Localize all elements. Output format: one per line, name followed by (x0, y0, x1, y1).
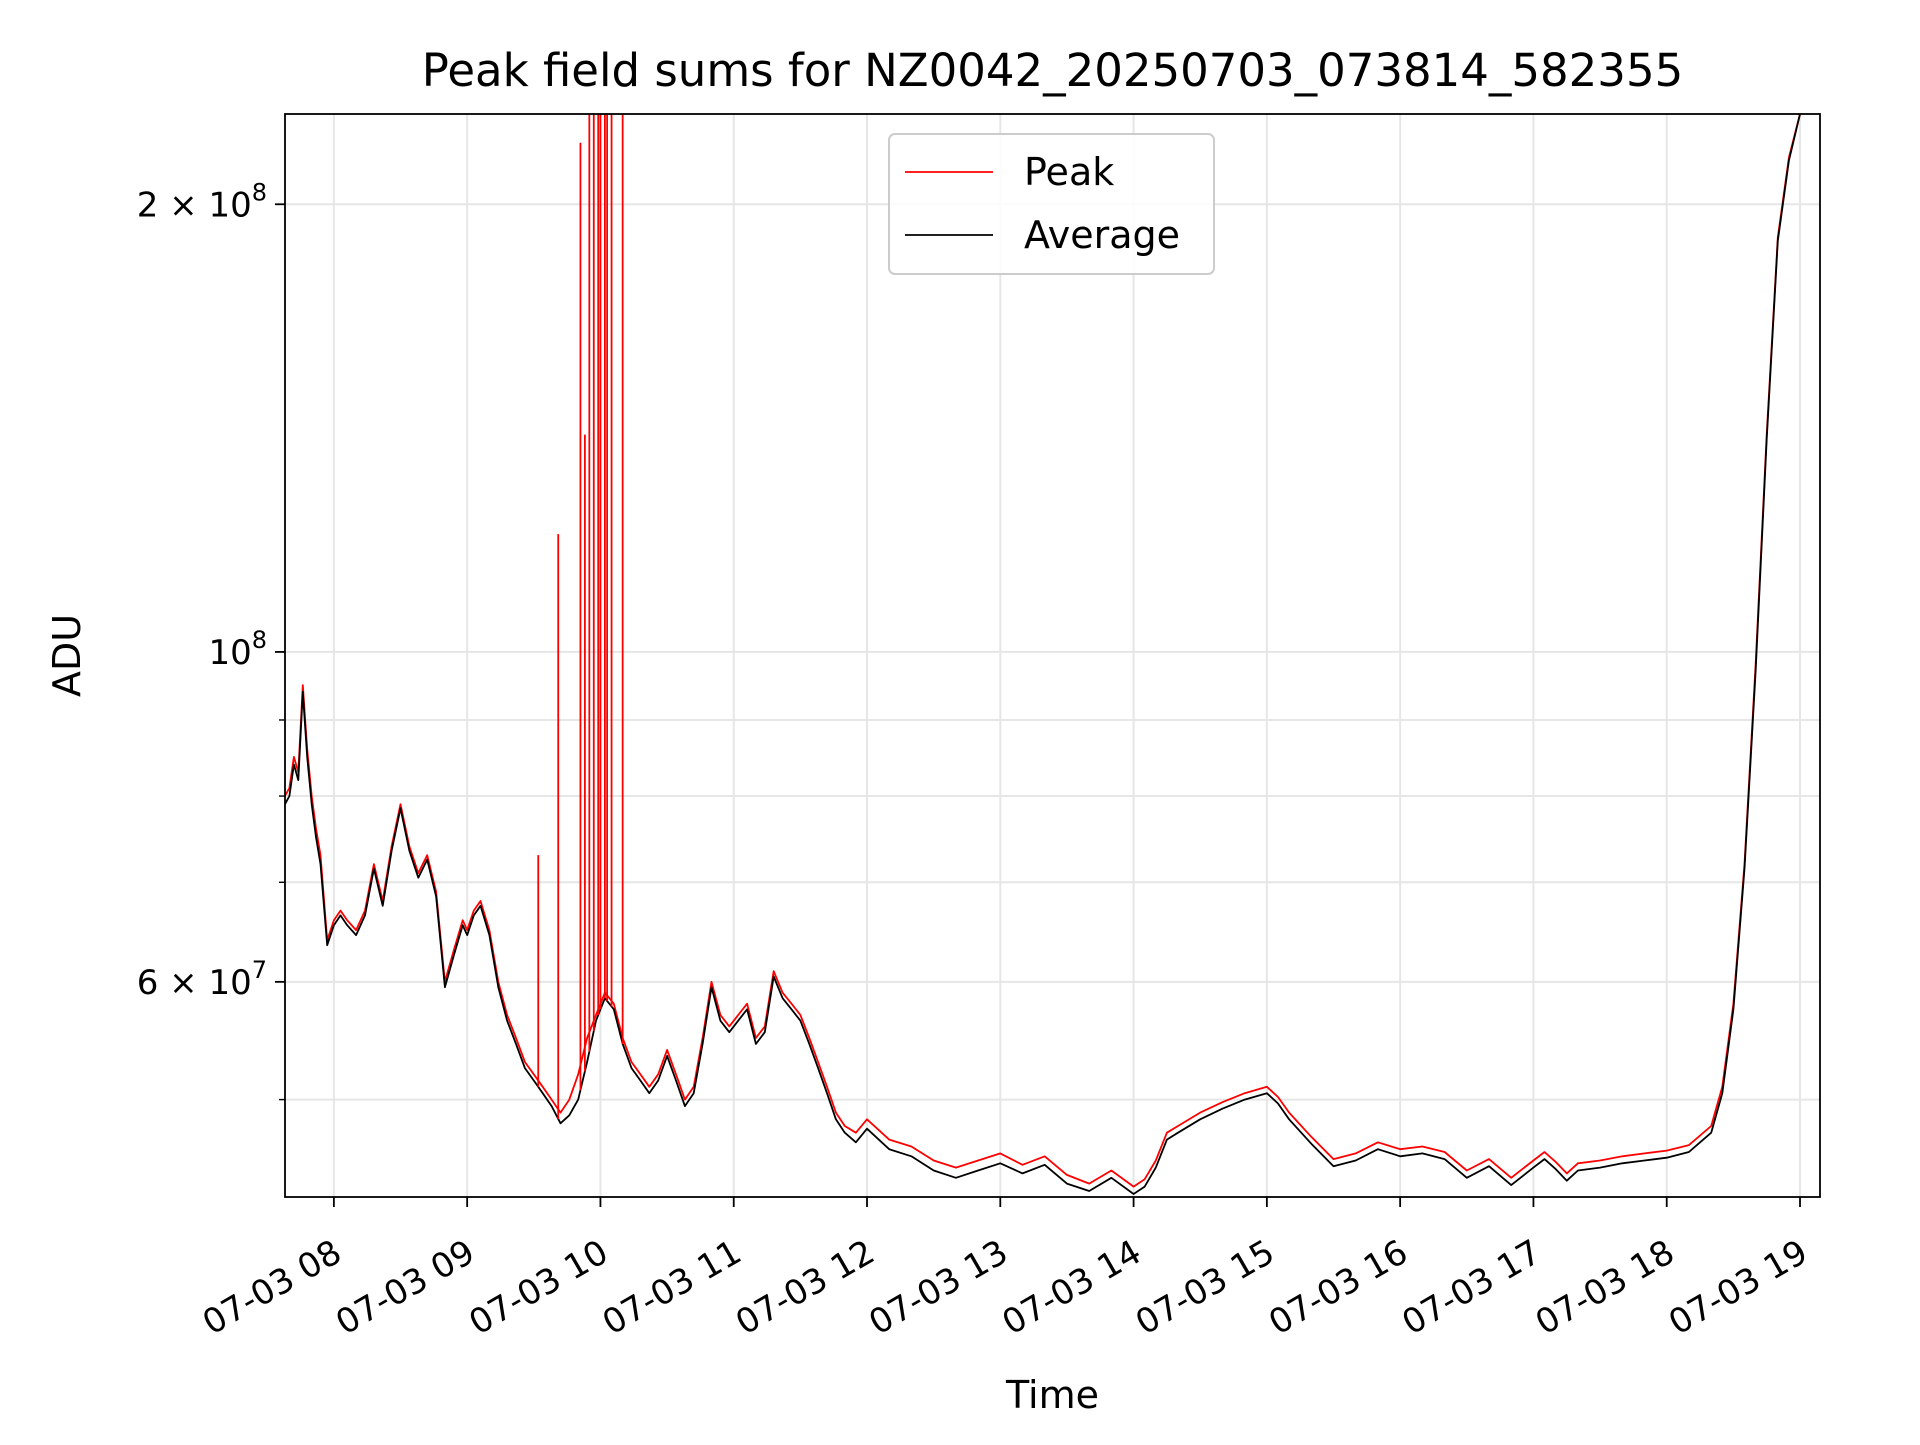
series-line-average (284, 113, 1801, 1195)
y-tick-exponent: 8 (252, 178, 267, 206)
legend-label-peak: Peak (1024, 150, 1114, 194)
y-tick-label: 108 (208, 626, 267, 673)
y-tick-label: 2 × 108 (137, 178, 267, 225)
plot-series (284, 113, 1801, 1195)
y-tick-label: 6 × 107 (137, 956, 267, 1003)
x-axis-label: Time (1005, 1373, 1099, 1417)
y-tick-mantissa: 6 × 10 (137, 963, 252, 1003)
legend-box (888, 133, 1215, 275)
axes-frame (284, 113, 1821, 1198)
legend-label-average: Average (1024, 213, 1180, 257)
legend: Peak Average (888, 133, 1215, 275)
y-tick-mantissa: 10 (208, 633, 251, 673)
y-tick-exponent: 8 (252, 626, 267, 654)
y-axis-label: ADU (45, 614, 89, 697)
y-tick-exponent: 7 (252, 956, 267, 984)
y-tick-mantissa: 2 × 10 (137, 185, 252, 225)
series-line-peak (284, 113, 1801, 1188)
chart-title: Peak field sums for NZ0042_20250703_0738… (422, 44, 1683, 97)
